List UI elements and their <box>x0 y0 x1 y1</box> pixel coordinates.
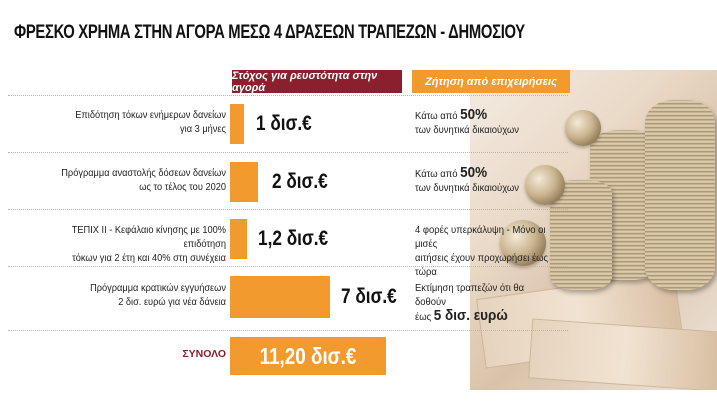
coin-stack-image <box>550 180 612 290</box>
coin-image <box>525 165 565 205</box>
demand-text: Εκτίμηση τραπεζών ότι θα δοθούν έως 5 δι… <box>415 282 525 324</box>
bar <box>230 104 244 144</box>
demand-text: 4 φορές υπερκάλυψη - Μόνο οι μισές αιτήσ… <box>415 224 549 278</box>
row-label: Πρόγραμμα αναστολής δόσεων δανείων ως το … <box>61 167 226 193</box>
bar-value: 2 δισ.€ <box>272 170 328 193</box>
page-title: ΦΡΕΣΚΟ ΧΡΗΜΑ ΣΤΗΝ ΑΓΟΡΑ ΜΕΣΩ 4 ΔΡΑΣΕΩΝ Τ… <box>14 22 525 43</box>
total-value: 11,20 δισ.€ <box>259 342 357 369</box>
demand-text: Κάτω από 50% των δυνητικά δικαιούχων <box>415 106 520 136</box>
total-label: ΣΥΝΟΛΟ <box>182 348 226 360</box>
demand-header: Ζήτηση από επιχειρήσεις <box>412 70 570 93</box>
coin-image <box>500 220 546 266</box>
row-divider <box>8 209 568 210</box>
coins-banknotes-photo <box>470 70 717 390</box>
bar-value: 7 δισ.€ <box>341 285 397 308</box>
bar <box>230 219 247 259</box>
row-divider <box>8 330 568 331</box>
coin-stack-image <box>645 100 715 290</box>
row-divider <box>8 95 568 96</box>
stock-header: Στόχος για ρευστότητα στην αγορά <box>232 70 402 94</box>
demand-text: Κάτω από 50% των δυνητικά δικαιούχων <box>415 164 520 194</box>
bar-value: 1,2 δισ.€ <box>258 227 329 250</box>
row-label: Επιδότηση τόκων ενήμερων δανείων για 3 μή… <box>75 109 226 135</box>
row-divider <box>8 152 568 153</box>
total-bar: 11,20 δισ.€ <box>230 337 386 375</box>
bar <box>230 162 259 202</box>
bar-value: 1 δισ.€ <box>256 112 312 135</box>
bar <box>230 276 330 318</box>
coin-image <box>565 110 601 146</box>
row-divider <box>8 266 568 267</box>
row-label: ΤΕΠΙΧ ΙΙ - Κεφάλαιο κίνησης με 100% επιδ… <box>71 224 226 264</box>
row-label: Πρόγραμμα κρατικών εγγυήσεων 2 δισ. ευρώ … <box>90 282 226 308</box>
